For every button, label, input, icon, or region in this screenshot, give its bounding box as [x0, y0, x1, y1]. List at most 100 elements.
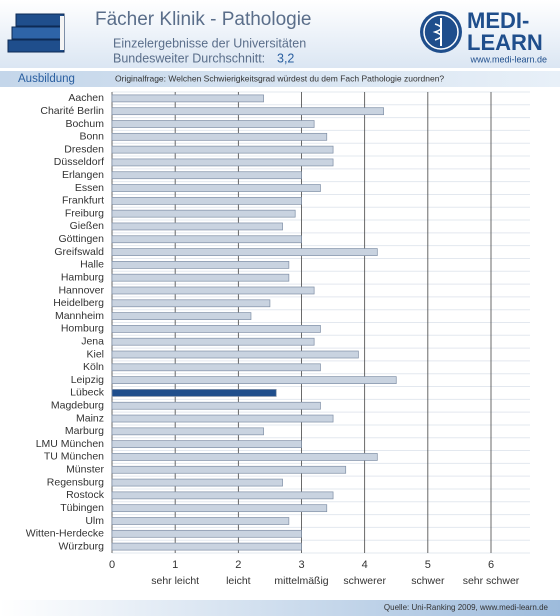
y-tick-label: TU München [44, 451, 104, 463]
header-bg [0, 0, 560, 68]
bar [111, 337, 315, 346]
bar [111, 427, 264, 436]
x-tick-label: 1 [172, 559, 178, 571]
bar [111, 350, 359, 359]
y-tick-label: Charité Berlin [40, 105, 104, 117]
x-tick-label: 4 [362, 559, 368, 571]
bar [111, 440, 302, 449]
y-tick-label: Mainz [76, 412, 104, 424]
scale-label: schwer [411, 575, 445, 587]
y-tick-label: Bochum [65, 118, 104, 130]
bar [111, 171, 302, 180]
y-tick-label: Frankfurt [62, 195, 104, 207]
y-tick-label: Essen [75, 182, 104, 194]
logo-bottom: LEARN [467, 30, 543, 55]
bar [111, 222, 283, 231]
section-band [0, 71, 560, 87]
bar [111, 529, 302, 538]
y-tick-label: Halle [80, 259, 104, 271]
y-tick-label: Leipzig [71, 374, 104, 386]
footer-band [0, 600, 560, 616]
bar [111, 286, 315, 295]
x-tick-label: 0 [109, 559, 115, 571]
bar [111, 299, 271, 308]
scale-label: sehr leicht [151, 575, 199, 587]
y-tick-label: Mannheim [55, 310, 104, 322]
y-tick-label: Köln [83, 361, 104, 373]
section-label: Ausbildung [18, 73, 75, 85]
bar [111, 209, 296, 218]
bar [111, 261, 290, 269]
bar [111, 145, 334, 154]
x-tick-label: 6 [488, 559, 494, 571]
y-tick-label: Regensburg [47, 476, 104, 488]
bar [111, 107, 384, 116]
y-tick-label: Bonn [79, 131, 104, 143]
y-tick-label: Witten-Herdecke [26, 528, 104, 540]
bar [111, 517, 290, 525]
bar [111, 504, 328, 513]
bar [111, 453, 378, 461]
bar [111, 401, 321, 410]
y-tick-label: Greifswald [54, 246, 104, 258]
y-tick-label: Marburg [65, 425, 104, 437]
y-tick-label: Ulm [85, 515, 104, 527]
x-tick-label: 3 [298, 559, 304, 571]
y-tick-label: Lübeck [70, 387, 105, 399]
y-tick-label: Hannover [58, 284, 104, 296]
logo-top: MEDI- [467, 8, 529, 33]
bar [111, 542, 302, 551]
y-tick-label: Tübingen [60, 502, 104, 514]
x-tick-label: 5 [425, 559, 431, 571]
scale-label: schwerer [343, 575, 386, 587]
logo [420, 11, 462, 53]
y-tick-label: Homburg [61, 323, 104, 335]
scale-label: sehr schwer [463, 575, 520, 587]
y-tick-label: Kiel [86, 348, 104, 360]
bar [111, 376, 397, 384]
y-tick-label: LMU München [36, 438, 104, 450]
x-tick-label: 2 [235, 559, 241, 571]
bar [111, 132, 328, 141]
bar [111, 363, 321, 372]
bar [111, 465, 347, 474]
y-tick-label: Hamburg [61, 271, 104, 283]
bar [111, 184, 321, 192]
source: Quelle: Uni-Ranking 2009, www.medi-learn… [384, 603, 549, 612]
bar [111, 158, 334, 167]
scale-label: mittelmäßig [274, 575, 328, 587]
y-tick-label: Münster [66, 464, 104, 476]
y-tick-label: Göttingen [58, 233, 104, 245]
y-tick-label: Erlangen [62, 169, 104, 181]
bar [111, 196, 302, 205]
logo-url: www.medi-learn.de [469, 54, 547, 64]
y-tick-label: Gießen [70, 220, 105, 232]
y-tick-label: Aachen [68, 92, 104, 104]
bar [111, 94, 264, 103]
y-tick-label: Rostock [66, 489, 105, 501]
title: Fächer Klinik - Pathologie [95, 9, 312, 30]
bar [111, 491, 334, 500]
bar [111, 273, 290, 282]
y-tick-label: Heidelberg [53, 297, 104, 309]
books-icon [7, 13, 65, 53]
y-tick-label: Düsseldorf [54, 156, 104, 168]
bar [111, 120, 315, 128]
average-value: 3,2 [277, 51, 294, 65]
bar [111, 235, 302, 244]
scale-label: leicht [226, 575, 251, 587]
question: Originalfrage: Welchen Schwierigkeitsgra… [115, 73, 444, 83]
bar [111, 478, 283, 487]
bar [111, 248, 378, 256]
y-tick-label: Jena [81, 335, 104, 347]
y-tick-label: Würzburg [58, 540, 104, 552]
bar [111, 312, 252, 320]
bar [111, 414, 334, 423]
y-tick-label: Freiburg [65, 207, 104, 219]
y-tick-label: Magdeburg [51, 400, 104, 412]
bar [111, 325, 321, 333]
y-tick-label: Dresden [64, 143, 104, 155]
bar [111, 389, 277, 397]
